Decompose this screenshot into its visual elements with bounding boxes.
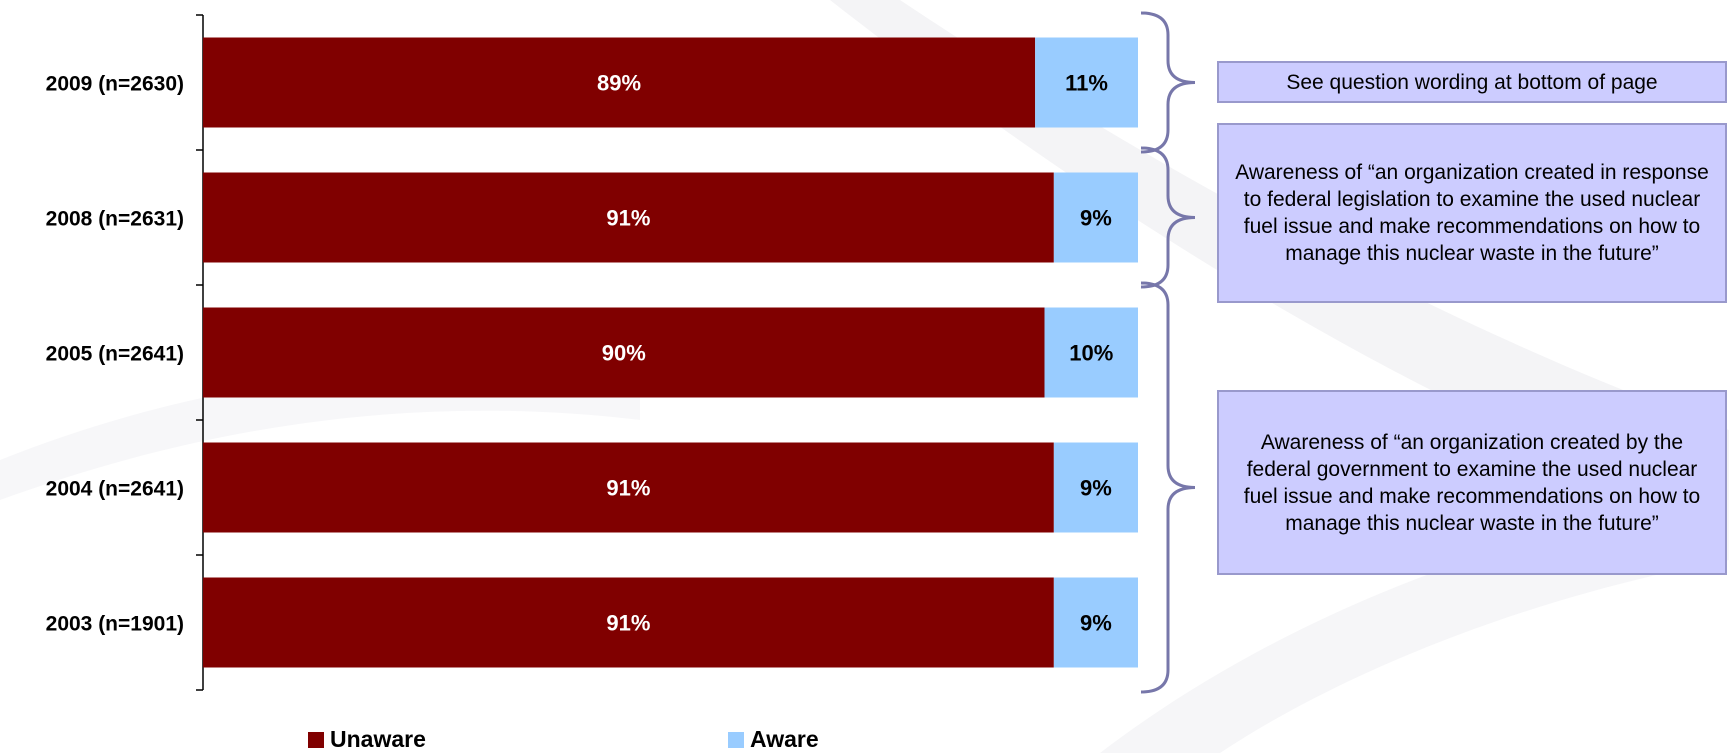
- bar-aware-2: [1044, 307, 1138, 398]
- note-text: Awareness of “an organization created by…: [1243, 430, 1701, 535]
- chart-legend: Unaware Aware: [0, 726, 1729, 752]
- bar-unaware-4: [203, 577, 1054, 668]
- legend-item-unaware: Unaware: [308, 726, 426, 753]
- bar-unaware-2: [203, 307, 1045, 398]
- category-label-2: 2005 (n=2641): [46, 343, 184, 366]
- group-bracket-2: [1140, 281, 1196, 694]
- data-label-aware-3: 9%: [1080, 476, 1112, 501]
- legend-label-unaware: Unaware: [330, 726, 426, 752]
- bar-aware-3: [1053, 442, 1138, 533]
- bar-aware-1: [1053, 172, 1138, 263]
- bar-unaware-0: [203, 37, 1036, 128]
- legend-swatch-unaware: [308, 731, 324, 748]
- data-label-aware-2: 10%: [1069, 341, 1113, 366]
- bar-unaware-3: [203, 442, 1054, 533]
- data-label-aware-1: 9%: [1080, 206, 1112, 231]
- note-text: See question wording at bottom of page: [1286, 70, 1658, 94]
- legend-swatch-aware: [728, 731, 744, 748]
- data-label-unaware-1: 91%: [606, 206, 650, 231]
- group-bracket-0: [1140, 11, 1196, 154]
- category-label-4: 2003 (n=1901): [46, 613, 184, 636]
- data-label-aware-0: 11%: [1065, 71, 1108, 96]
- legend-label-aware: Aware: [750, 726, 819, 752]
- category-label-0: 2009 (n=2630): [46, 73, 184, 96]
- bar-aware-0: [1035, 37, 1138, 128]
- note-box-government-wording: Awareness of “an organization created by…: [1217, 390, 1727, 575]
- category-label-1: 2008 (n=2631): [46, 208, 184, 231]
- category-label-3: 2004 (n=2641): [46, 478, 184, 501]
- note-text: Awareness of “an organization created in…: [1235, 161, 1709, 265]
- note-box-question-wording: See question wording at bottom of page: [1217, 61, 1727, 103]
- group-bracket-1: [1140, 146, 1196, 289]
- data-label-unaware-2: 90%: [602, 341, 646, 366]
- note-box-legislation-wording: Awareness of “an organization created in…: [1217, 123, 1727, 303]
- bar-aware-4: [1053, 577, 1138, 668]
- data-label-unaware-3: 91%: [606, 476, 650, 501]
- legend-item-aware: Aware: [728, 726, 819, 753]
- data-label-aware-4: 9%: [1080, 611, 1112, 636]
- bar-unaware-1: [203, 172, 1054, 263]
- data-label-unaware-4: 91%: [606, 611, 650, 636]
- data-label-unaware-0: 89%: [597, 71, 641, 96]
